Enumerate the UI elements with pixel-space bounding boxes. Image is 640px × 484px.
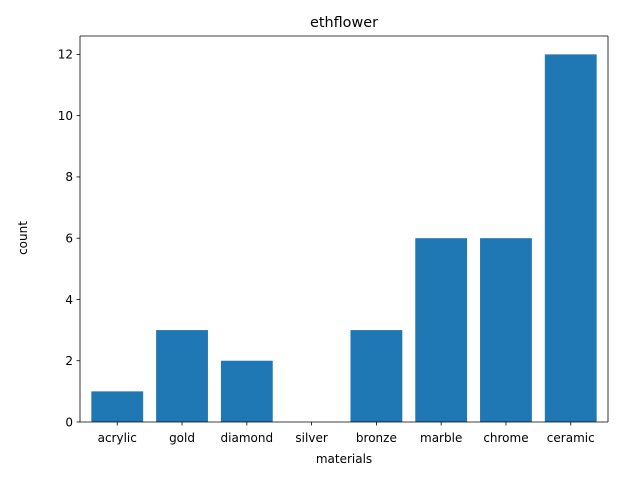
bar-gold bbox=[156, 330, 208, 422]
bars-layer bbox=[91, 54, 597, 422]
bar-chrome bbox=[480, 238, 532, 422]
y-ticks-layer: 0 2 4 6 8 10 12 bbox=[58, 48, 80, 429]
x-ticks-layer: acrylic gold diamond silver bronze marble chro… bbox=[98, 422, 595, 445]
y-axis-label: count bbox=[16, 221, 30, 255]
x-tick-label: acrylic bbox=[98, 431, 137, 445]
chart-title: ethflower bbox=[310, 15, 378, 31]
y-tick-label: 8 bbox=[65, 170, 73, 184]
bar-acrylic bbox=[91, 391, 144, 422]
bar-ceramic bbox=[544, 54, 597, 422]
x-tick-label: gold bbox=[169, 431, 195, 445]
y-tick-label: 0 bbox=[65, 415, 73, 429]
bar-marble bbox=[415, 238, 468, 422]
y-tick-label: 10 bbox=[58, 109, 73, 123]
y-tick-label: 2 bbox=[65, 354, 73, 368]
x-tick-label: silver bbox=[295, 431, 327, 445]
y-tick-label: 6 bbox=[65, 231, 73, 245]
y-tick-label: 4 bbox=[65, 293, 73, 307]
y-tick-label: 12 bbox=[58, 48, 73, 62]
x-tick-label: bronze bbox=[356, 431, 397, 445]
x-tick-label: diamond bbox=[221, 431, 274, 445]
axes-layer bbox=[79, 35, 609, 423]
x-tick-label: chrome bbox=[483, 431, 528, 445]
x-tick-label: marble bbox=[420, 431, 462, 445]
x-tick-label: ceramic bbox=[547, 431, 595, 445]
bar-bronze bbox=[350, 330, 403, 422]
bar-diamond bbox=[220, 360, 273, 422]
x-axis-label: materials bbox=[316, 452, 372, 466]
